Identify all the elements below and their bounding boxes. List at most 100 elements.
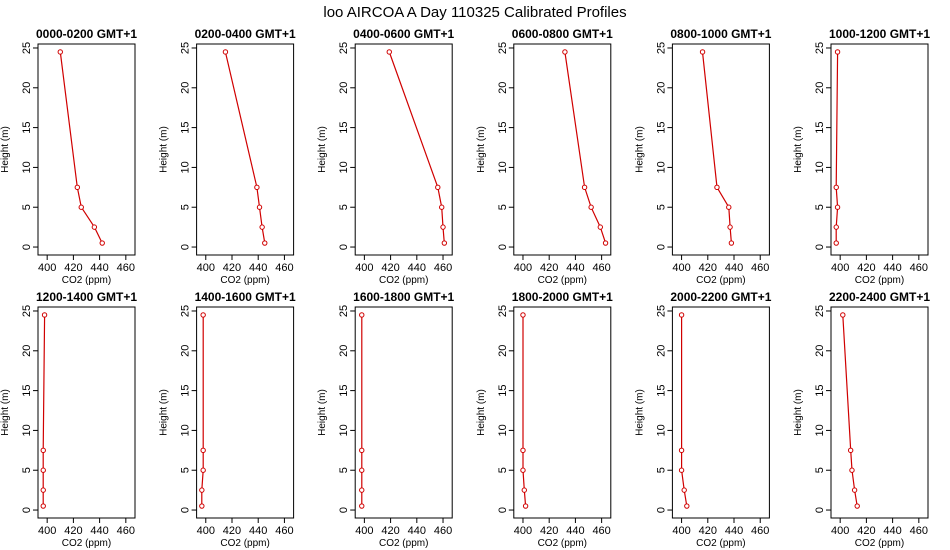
profile-line: [835, 51, 839, 244]
y-tick-label: 20: [338, 345, 350, 357]
panel-5: 0800-1000 GMT+1 0 5 10 15 20 25 400 420 440 460 CO2…: [634, 27, 771, 286]
x-tick-label: 440: [90, 262, 108, 274]
profile-point: [681, 487, 687, 493]
panel-title: 2200-2400 GMT+1: [829, 290, 930, 304]
y-axis-label: Height (m): [317, 389, 328, 436]
y-tick-label: 10: [180, 161, 192, 173]
y-tick-label: 10: [655, 424, 667, 436]
profile-point: [40, 487, 46, 493]
y-axis-label: Height (m): [476, 389, 487, 436]
profile-point: [847, 447, 854, 454]
y-tick-label: 25: [814, 305, 826, 317]
x-tick-label: 420: [64, 262, 82, 274]
plot-frame: [830, 43, 929, 256]
profile-point: [78, 204, 84, 210]
y-tick-label: 15: [497, 384, 509, 396]
profile-line: [201, 315, 204, 507]
y-axis-label: Height (m): [793, 126, 804, 173]
panel-4: 0600-0800 GMT+1 0 5 10 15 20 25 400 420 440 460 CO2…: [476, 27, 613, 286]
profile-point: [714, 184, 720, 191]
y-tick-label: 15: [655, 121, 667, 133]
profile-point: [200, 312, 206, 318]
profile-point: [359, 312, 365, 318]
profile-point: [833, 240, 839, 246]
x-tick-label: 420: [857, 262, 875, 274]
figure-title: loo AIRCOA A Day 110325 Calibrated Profi…: [323, 4, 626, 21]
y-tick-label: 25: [21, 42, 33, 54]
y-tick-label: 25: [180, 42, 192, 54]
y-tick-label: 5: [655, 467, 667, 473]
y-axis-label: Height (m): [0, 126, 11, 173]
y-axis-label: Height (m): [159, 389, 170, 436]
x-tick-label: 460: [275, 262, 293, 274]
profile-line: [388, 51, 445, 244]
profile-point: [728, 240, 735, 246]
x-tick-label: 460: [592, 262, 610, 274]
y-tick-label: 20: [497, 82, 509, 94]
panel-title: 0400-0600 GMT+1: [353, 27, 454, 41]
y-tick-label: 0: [21, 507, 33, 513]
profile-point: [57, 49, 63, 55]
x-tick-label: 420: [699, 262, 717, 274]
profile-point: [435, 184, 441, 191]
x-tick-label: 440: [90, 525, 108, 537]
y-tick-label: 25: [180, 305, 192, 317]
profile-point: [91, 224, 98, 230]
profile-point: [678, 467, 685, 473]
profile-point: [727, 224, 733, 230]
x-axis-label: CO2 (ppm): [379, 275, 428, 286]
profile-point: [200, 447, 206, 454]
y-tick-label: 5: [338, 204, 350, 210]
profile-point: [520, 467, 526, 473]
x-tick-label: 400: [38, 262, 56, 274]
x-tick-label: 440: [883, 525, 901, 537]
y-tick-label: 25: [497, 42, 509, 54]
y-axis-label: Height (m): [634, 389, 645, 436]
profile-point: [520, 447, 526, 454]
y-tick-label: 20: [180, 345, 192, 357]
x-tick-label: 440: [883, 262, 901, 274]
panel-6: 1000-1200 GMT+1 0 5 10 15 20 25 400 420 440 460 CO2…: [793, 27, 930, 286]
profile-point: [222, 49, 229, 55]
x-tick-label: 400: [355, 262, 373, 274]
x-axis-label: CO2 (ppm): [220, 275, 269, 286]
plot-frame: [513, 306, 612, 519]
panel-8: 1400-1600 GMT+1 0 5 10 15 20 25 400 420 440 460 CO2…: [159, 290, 296, 549]
plot-frame: [513, 43, 612, 256]
profile-point: [199, 487, 205, 493]
y-tick-label: 0: [497, 244, 509, 250]
profile-point: [256, 204, 263, 210]
y-tick-label: 10: [21, 424, 33, 436]
profile-point: [520, 312, 526, 318]
panel-title: 0800-1000 GMT+1: [670, 27, 771, 41]
y-tick-label: 10: [180, 424, 192, 436]
x-tick-label: 440: [725, 525, 743, 537]
panel-title: 0000-0200 GMT+1: [36, 27, 137, 41]
plot-frame: [196, 306, 295, 519]
x-axis-label: CO2 (ppm): [538, 538, 587, 549]
x-tick-label: 420: [540, 525, 558, 537]
profile-point: [851, 487, 858, 493]
y-tick-label: 10: [814, 161, 826, 173]
profile-point: [359, 487, 365, 493]
x-tick-label: 440: [725, 262, 743, 274]
y-tick-label: 0: [814, 507, 826, 513]
x-tick-label: 420: [381, 525, 399, 537]
panel-grid: 0000-0200 GMT+1 0 5 10 15 20 25 400 420 440 460 CO2…: [0, 27, 930, 549]
profile-line: [522, 315, 527, 507]
profile-point: [386, 49, 392, 55]
y-tick-label: 25: [338, 42, 350, 54]
x-tick-label: 400: [197, 262, 215, 274]
panel-title: 1000-1200 GMT+1: [829, 27, 930, 41]
y-tick-label: 25: [655, 305, 667, 317]
x-tick-label: 440: [566, 525, 584, 537]
profile-point: [359, 467, 365, 473]
panel-11: 2000-2200 GMT+1 0 5 10 15 20 25 400 420 440 460 CO2…: [634, 290, 771, 549]
profile-point: [840, 312, 846, 318]
plot-frame: [37, 43, 136, 256]
profile-point: [40, 467, 46, 473]
x-tick-label: 440: [408, 525, 426, 537]
profile-point: [359, 447, 365, 454]
profile-point: [602, 240, 609, 246]
